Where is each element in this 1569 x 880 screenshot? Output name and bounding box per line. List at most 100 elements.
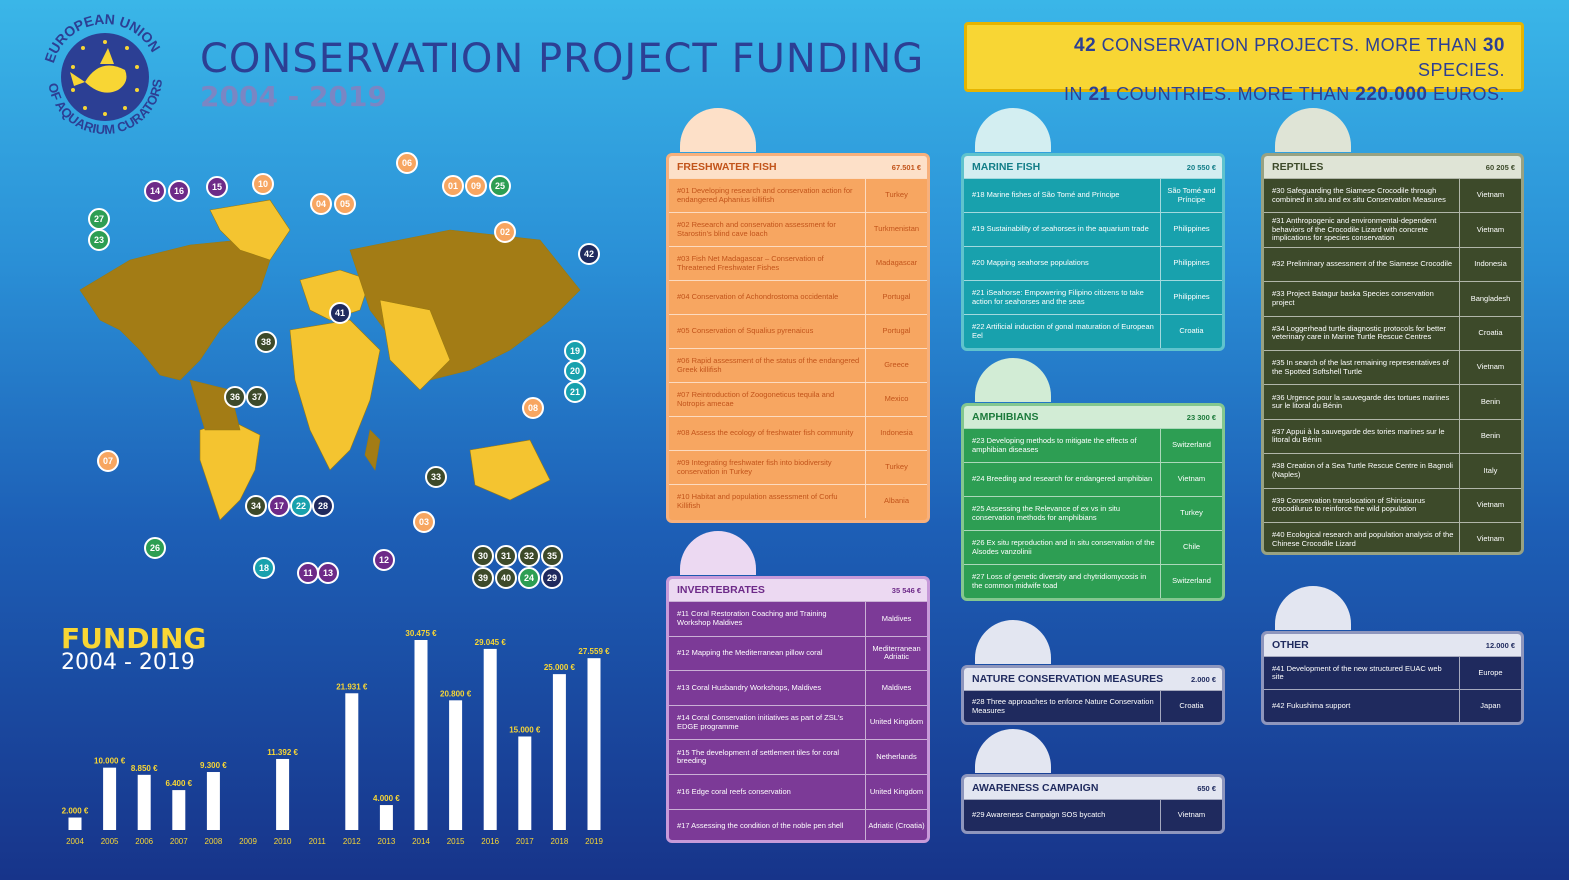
project-description: #15 The development of settlement tiles … [677,747,840,766]
project-row: #10 Habitat and population assessment of… [669,484,927,518]
banner-text: CONSERVATION PROJECTS. MORE THAN [1096,35,1483,55]
funding-year-tick-label: 2013 [378,837,396,846]
project-country: Chile [1160,531,1222,564]
project-country: Maldives [865,602,927,636]
project-row: #06 Rapid assessment of the status of th… [669,348,927,382]
panel-header: NATURE CONSERVATION MEASURES 2.000 € [964,668,1222,690]
map-bubble: 33 [425,466,447,488]
map-bubble: 32 [518,545,540,567]
project-row: #23 Developing methods to mitigate the e… [964,428,1222,462]
map-bubble: 04 [310,193,332,215]
project-row: #04 Conservation of Achondrostoma occide… [669,280,927,314]
banner-projects-count: 42 [1074,35,1097,56]
project-country: Vietnam [1160,800,1222,831]
panel-header: MARINE FISH 20 550 € [964,156,1222,178]
panel-header: INVERTEBRATES 35 546 € [669,579,927,601]
panel-amphibians: AMPHIBIANS 23 300 € #23 Developing methods… [961,403,1225,601]
panel-amount: 60 205 € [1485,162,1515,172]
project-row: #32 Preliminary assessment of the Siames… [1264,246,1521,282]
banner-countries-count: 21 [1088,84,1111,105]
project-description: #42 Fukushima support [1272,700,1351,710]
map-bubble: 19 [564,340,586,362]
panel-title: REPTILES [1272,161,1324,173]
project-country: Madagascar [865,247,927,280]
project-description: #23 Developing methods to mitigate the e… [972,436,1137,454]
funding-title: FUNDING [61,622,207,655]
project-country: Japan [1459,690,1521,722]
project-description: #16 Edge coral reefs conservation [677,786,791,796]
project-row: #31 Anthropogenic and environmental-depe… [1264,212,1521,247]
project-row: #28 Three approaches to enforce Nature C… [964,690,1222,722]
panel-freshwater-fish: FRESHWATER FISH 67.501 € #01 Developing re… [666,153,930,523]
map-bubble: 02 [494,221,516,243]
project-country: Vietnam [1459,350,1521,385]
project-description: #05 Conservation of Squalius pyrenaicus [677,326,814,336]
funding-year-tick-label: 2012 [343,837,361,846]
funding-year-tick-label: 2005 [101,837,119,846]
project-row: #33 Project Batagur baska Species conser… [1264,281,1521,316]
project-row: #07 Reintroduction of Zoogoneticus tequi… [669,382,927,416]
world-map [79,199,581,521]
funding-bar [587,658,601,830]
funding-bar-value-label: 11.392 € [267,748,298,757]
map-bubble: 26 [144,537,166,559]
project-row: #35 In search of the last remaining repr… [1264,349,1521,385]
project-country: Portugal [865,315,927,348]
banner-euros-total: 220.000 [1355,84,1428,105]
panel-header: OTHER 12.000 € [1264,634,1521,656]
funding-bar [483,648,497,830]
funding-bar [449,700,463,830]
map-bubble: 31 [495,545,517,567]
funding-bar-value-label: 27.559 € [578,647,610,656]
map-bubble: 40 [495,567,517,589]
project-row: #03 Fish Net Madagascar – Conservation o… [669,246,927,280]
map-bubble: 13 [317,562,339,584]
map-bubble: 30 [472,545,494,567]
project-description: #12 Mapping the Mediterranean pillow cor… [677,648,823,658]
panel-amount: 20 550 € [1186,162,1216,172]
project-description: #28 Three approaches to enforce Nature C… [972,697,1154,715]
project-country: Indonesia [1459,247,1521,282]
project-country: Benin [1459,419,1521,454]
funding-bar-value-label: 8.850 € [131,764,158,773]
project-row: #19 Sustainability of seahorses in the a… [964,212,1222,246]
panel-other: OTHER 12.000 € #41 Development of the new … [1261,631,1524,725]
project-row: #02 Research and conservation assessment… [669,212,927,246]
map-bubble: 20 [564,360,586,382]
panel-amount: 35 546 € [891,585,921,595]
project-row: #34 Loggerhead turtle diagnostic protoco… [1264,315,1521,350]
map-bubble: 06 [396,152,418,174]
project-row: #42 Fukushima support Japan [1264,689,1521,722]
project-description: #27 Loss of genetic diversity and chytri… [972,572,1147,590]
project-row: #41 Development of the new structured EU… [1264,656,1521,689]
map-bubble: 08 [522,397,544,419]
funding-bar [552,674,566,830]
map-bubble: 09 [465,175,487,197]
map-bubble: 03 [413,511,435,533]
chat-bubble-icon [1275,586,1351,630]
map-bubble: 39 [472,567,494,589]
lizard-icon [975,358,1051,402]
map-bubble: 12 [373,549,395,571]
map-bubble: 35 [541,545,563,567]
funding-bar-value-label: 10.000 € [94,757,126,766]
project-description: #14 Coral Conservation initiatives as pa… [677,713,844,731]
project-description: #38 Creation of a Sea Turtle Rescue Cent… [1272,461,1453,479]
project-country: Vietnam [1160,463,1222,496]
project-country: Switzerland [1160,565,1222,598]
project-description: #10 Habitat and population assessment of… [677,492,838,510]
project-country: United Kingdom [865,705,927,740]
project-description: #33 Project Batagur baska Species conser… [1272,289,1434,307]
project-description: #01 Developing research and conservation… [677,186,853,204]
project-description: #30 Safeguarding the Siamese Crocodile t… [1272,186,1446,204]
project-description: #22 Artificial induction of gonal matura… [972,322,1154,340]
project-country: Mediterranean Adriatic [865,636,927,671]
banner-text: EUROS. [1427,84,1505,104]
project-row: #01 Developing research and conservation… [669,178,927,212]
map-bubble: 18 [253,557,275,579]
project-country: Philippines [1160,281,1222,314]
funding-year-tick-label: 2009 [239,837,257,846]
project-description: #31 Anthropogenic and environmental-depe… [1272,216,1437,243]
funding-bar-value-label: 15.000 € [509,725,541,734]
funding-bar [137,774,151,830]
